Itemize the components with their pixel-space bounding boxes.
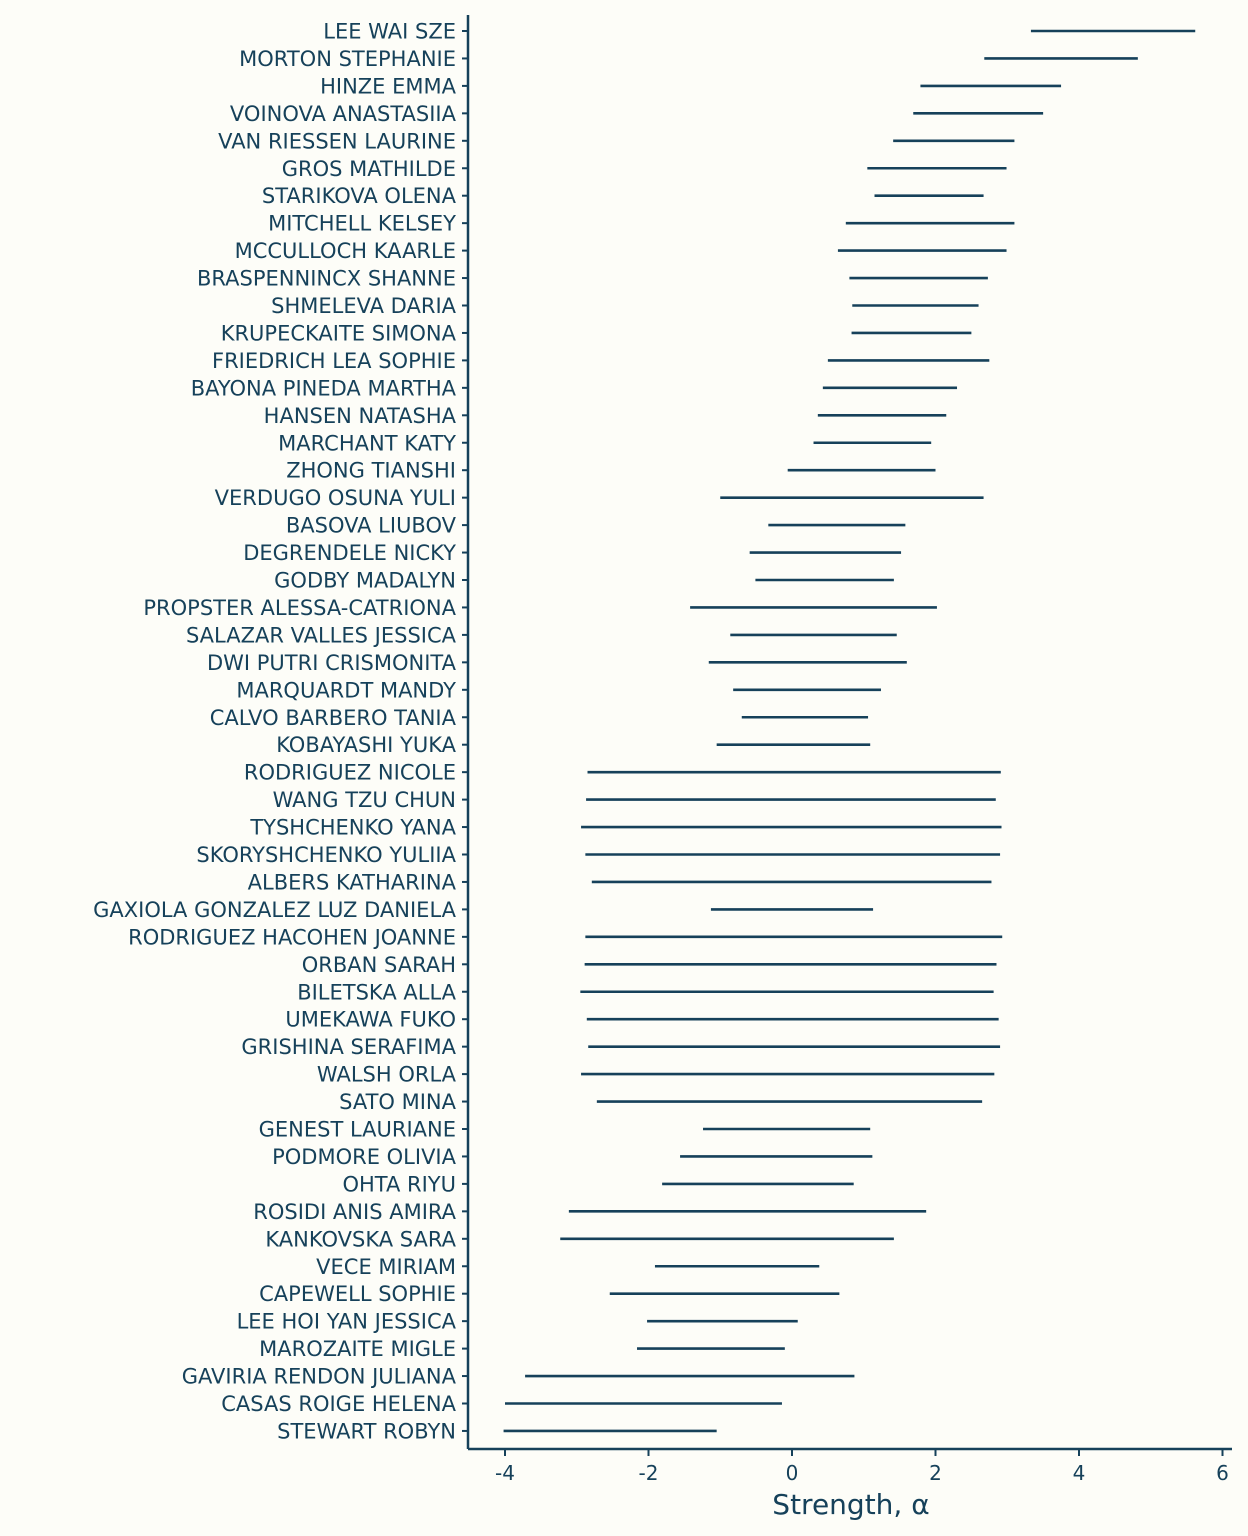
y-tick-label: UMEKAWA FUKO bbox=[285, 1008, 456, 1032]
y-tick-label: GENEST LAURIANE bbox=[259, 1118, 456, 1142]
y-axis-labels: LEE WAI SZE MORTON STEPHANIE HINZE EMMA VOI… bbox=[93, 20, 457, 1444]
y-tick-label: BILETSKA ALLA bbox=[297, 980, 456, 1004]
y-tick-label: VECE MIRIAM bbox=[316, 1255, 456, 1279]
y-tick-label: RODRIGUEZ NICOLE bbox=[244, 761, 456, 785]
y-tick-label: VOINOVA ANASTASIIA bbox=[230, 102, 457, 126]
y-tick-label: MORTON STEPHANIE bbox=[239, 47, 456, 71]
y-tick-label: MARCHANT KATY bbox=[278, 431, 456, 455]
y-tick-label: MARQUARDT MANDY bbox=[236, 678, 456, 702]
y-tick-label: MCCULLOCH KAARLE bbox=[235, 239, 456, 263]
y-tick-label: GAXIOLA GONZALEZ LUZ DANIELA bbox=[93, 898, 456, 922]
y-tick-label: KRUPECKAITE SIMONA bbox=[221, 321, 457, 345]
y-tick-label: PROPSTER ALESSA-CATRIONA bbox=[143, 596, 456, 620]
x-tick-label: 4 bbox=[1073, 1461, 1086, 1485]
y-tick-label: CASAS ROIGE HELENA bbox=[221, 1392, 456, 1416]
y-tick-label: SATO MINA bbox=[339, 1090, 457, 1114]
y-tick-label: DWI PUTRI CRISMONITA bbox=[207, 651, 457, 675]
interval-lines bbox=[503, 29, 1196, 1433]
y-tick-label: PODMORE OLIVIA bbox=[272, 1145, 457, 1169]
y-tick-label: RODRIGUEZ HACOHEN JOANNE bbox=[128, 925, 456, 949]
y-tick-label: FRIEDRICH LEA SOPHIE bbox=[212, 349, 456, 373]
y-tick-label: MITCHELL KELSEY bbox=[268, 212, 456, 236]
y-tick-label: GAVIRIA RENDON JULIANA bbox=[182, 1365, 457, 1389]
y-tick-label: BAYONA PINEDA MARTHA bbox=[191, 376, 457, 400]
y-tick-label: SHMELEVA DARIA bbox=[271, 294, 456, 318]
y-tick-label: OHTA RIYU bbox=[342, 1172, 456, 1196]
y-tick-label: LEE HOI YAN JESSICA bbox=[237, 1310, 457, 1334]
x-tick-label: 6 bbox=[1216, 1461, 1229, 1485]
y-tick-label: GROS MATHILDE bbox=[282, 157, 456, 181]
x-axis-label: Strength, α bbox=[772, 1488, 929, 1521]
x-tick-label: 2 bbox=[929, 1461, 942, 1485]
x-tick-label: -2 bbox=[639, 1461, 659, 1485]
x-tick-label: -4 bbox=[495, 1461, 515, 1485]
y-tick-label: VERDUGO OSUNA YULI bbox=[215, 486, 456, 510]
y-tick-label: STEWART ROBYN bbox=[277, 1419, 456, 1443]
y-tick-label: LEE WAI SZE bbox=[323, 20, 456, 44]
y-tick-label: MAROZAITE MIGLE bbox=[259, 1337, 456, 1361]
y-tick-label: ROSIDI ANIS AMIRA bbox=[253, 1200, 456, 1224]
y-tick-label: WALSH ORLA bbox=[317, 1063, 457, 1087]
y-tick-label: BRASPENNINCX SHANNE bbox=[197, 267, 456, 291]
y-tick-label: CAPEWELL SOPHIE bbox=[259, 1282, 456, 1306]
y-tick-label: HANSEN NATASHA bbox=[264, 404, 457, 428]
y-tick-label: ZHONG TIANSHI bbox=[286, 459, 456, 483]
y-tick-label: ORBAN SARAH bbox=[302, 953, 456, 977]
y-tick-label: HINZE EMMA bbox=[320, 74, 457, 98]
x-tick-label: 0 bbox=[786, 1461, 799, 1485]
y-tick-label: TYSHCHENKO YANA bbox=[249, 816, 456, 840]
y-tick-label: KOBAYASHI YUKA bbox=[276, 733, 456, 757]
y-tick-label: SKORYSHCHENKO YULIIA bbox=[196, 843, 456, 867]
y-tick-label: GRISHINA SERAFIMA bbox=[241, 1035, 456, 1059]
axes: -4 -2 0 2 4 6 bbox=[462, 15, 1232, 1485]
y-tick-label: VAN RIESSEN LAURINE bbox=[218, 129, 456, 153]
y-tick-label: GODBY MADALYN bbox=[274, 569, 456, 593]
y-tick-label: STARIKOVA OLENA bbox=[262, 184, 457, 208]
y-tick-label: BASOVA LIUBOV bbox=[286, 514, 457, 538]
y-tick-label: ALBERS KATHARINA bbox=[248, 870, 457, 894]
y-tick-label: CALVO BARBERO TANIA bbox=[210, 706, 457, 730]
y-tick-label: DEGRENDELE NICKY bbox=[243, 541, 456, 565]
y-tick-label: WANG TZU CHUN bbox=[273, 788, 456, 812]
y-tick-label: SALAZAR VALLES JESSICA bbox=[186, 623, 457, 647]
y-tick-label: KANKOVSKA SARA bbox=[265, 1227, 456, 1251]
